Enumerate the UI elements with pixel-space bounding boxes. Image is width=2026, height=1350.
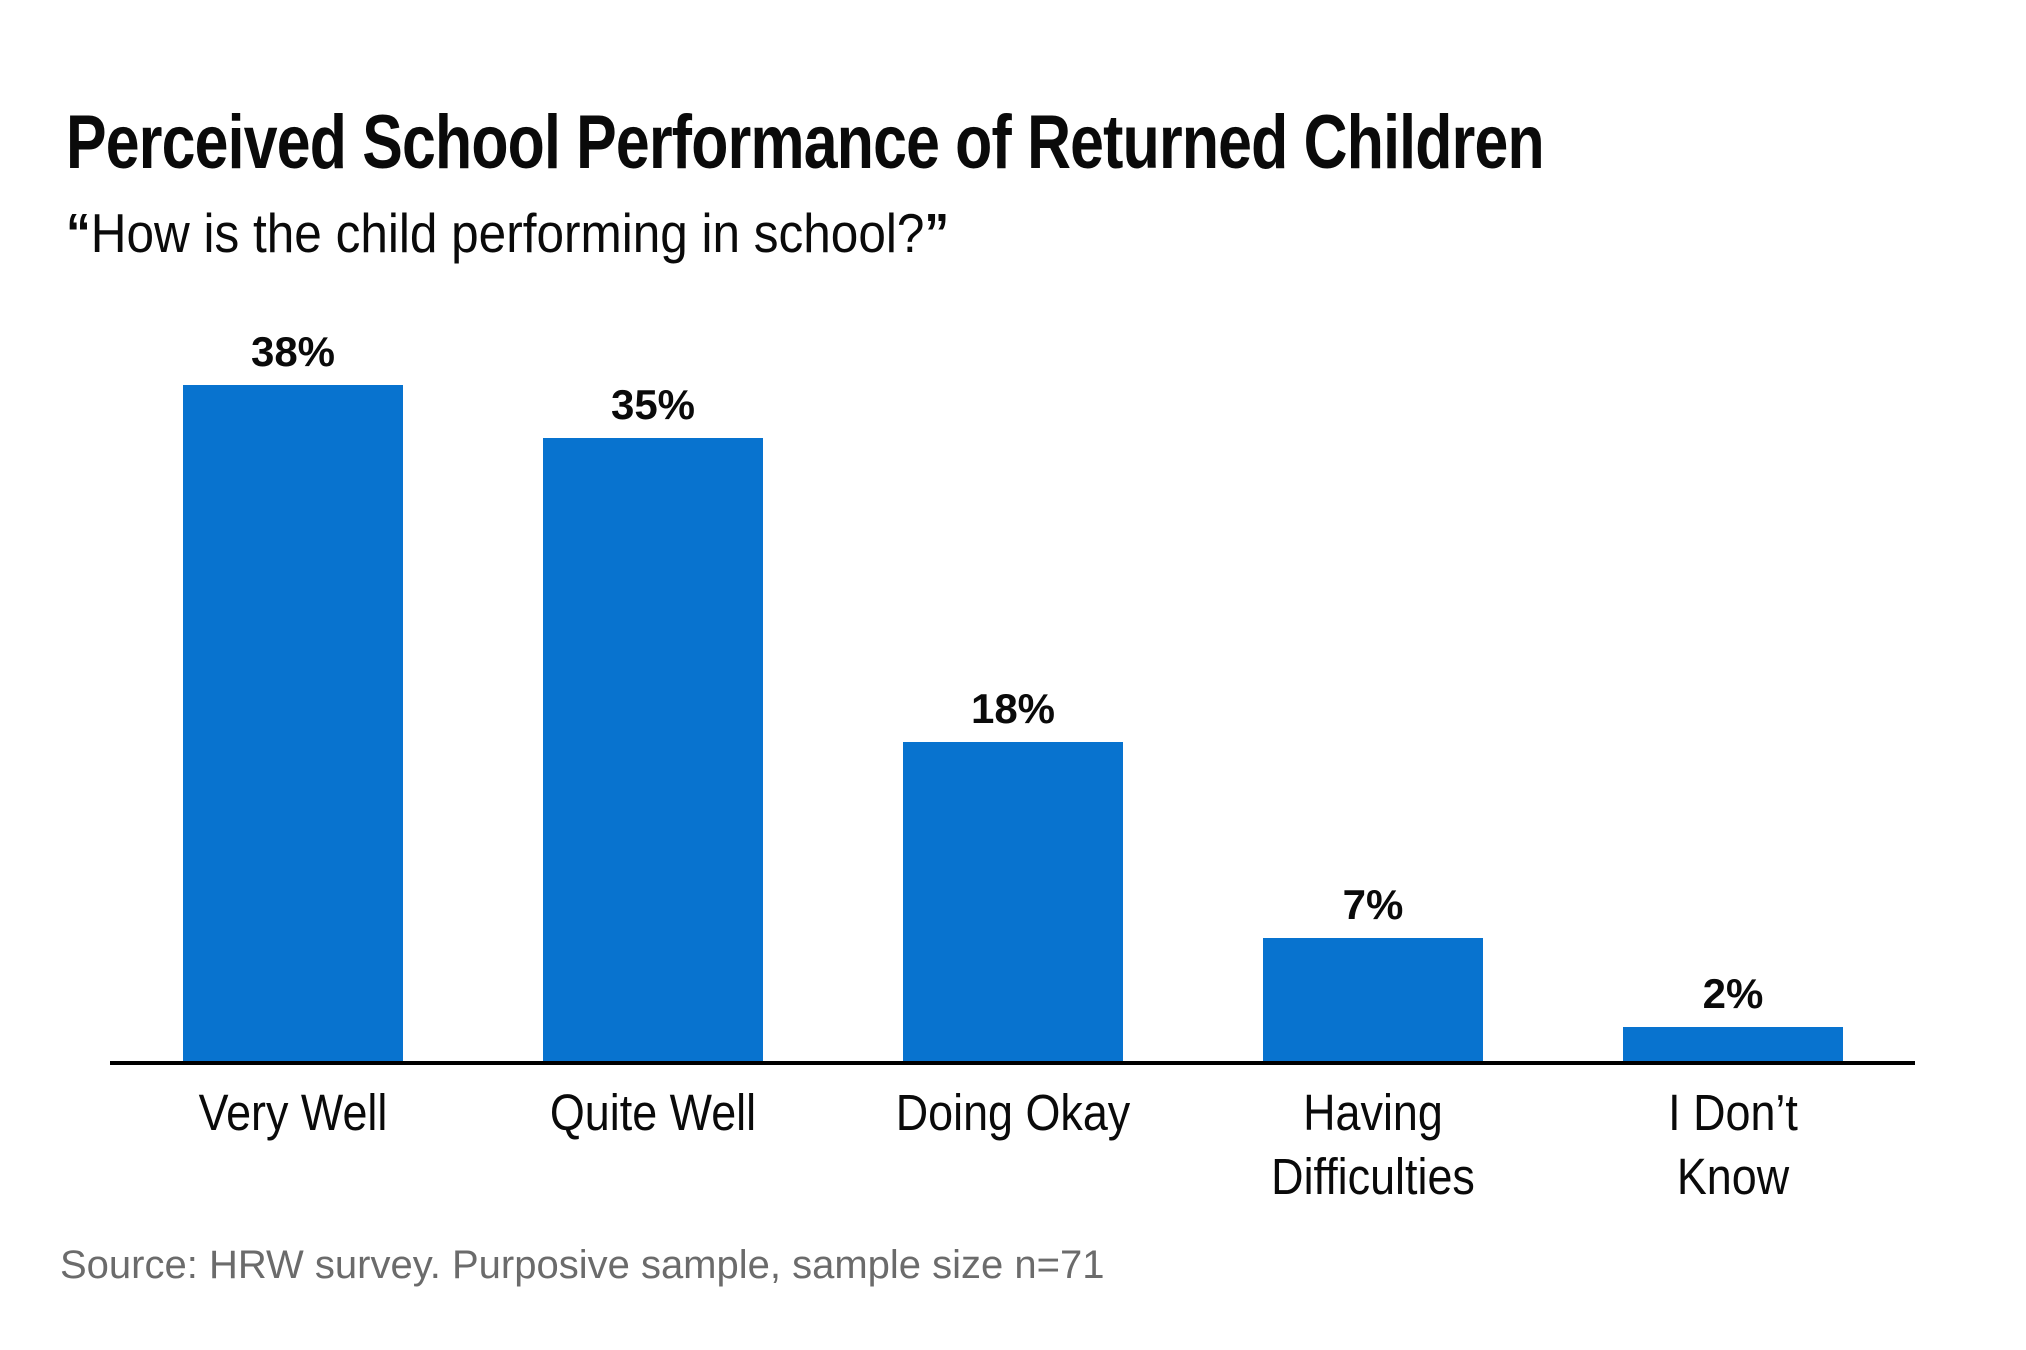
bar-category-label: I Don’t Know	[1668, 1084, 1798, 1205]
bar-value-label: 2%	[1702, 970, 1764, 1017]
chart-title: Perceived School Performance of Returned…	[66, 99, 1545, 185]
source-note: Source: HRW survey. Purposive sample, sa…	[60, 1243, 1105, 1287]
bar-category-label: Having Difficulties	[1271, 1084, 1475, 1205]
bar-value-label: 38%	[250, 328, 336, 375]
chart-subtitle: “How is the child performing in school?”	[66, 201, 950, 264]
bar-value-label: 35%	[610, 381, 696, 428]
bar	[1263, 938, 1483, 1063]
bar	[1623, 1027, 1843, 1063]
bar	[903, 742, 1123, 1063]
bar-category-label: Quite Well	[549, 1084, 757, 1141]
subtitle-open-quote: “	[66, 201, 91, 264]
x-axis-line	[110, 1061, 1915, 1065]
bar-value-label: 7%	[1342, 881, 1404, 928]
bar-value-label: 18%	[970, 685, 1056, 732]
bar	[183, 385, 403, 1063]
subtitle-close-quote: ”	[924, 201, 950, 264]
bar-category-label: Very Well	[198, 1084, 388, 1141]
subtitle-text: How is the child performing in school?	[90, 201, 925, 264]
bar	[543, 438, 763, 1063]
bar-category-label: Doing Okay	[895, 1084, 1131, 1141]
